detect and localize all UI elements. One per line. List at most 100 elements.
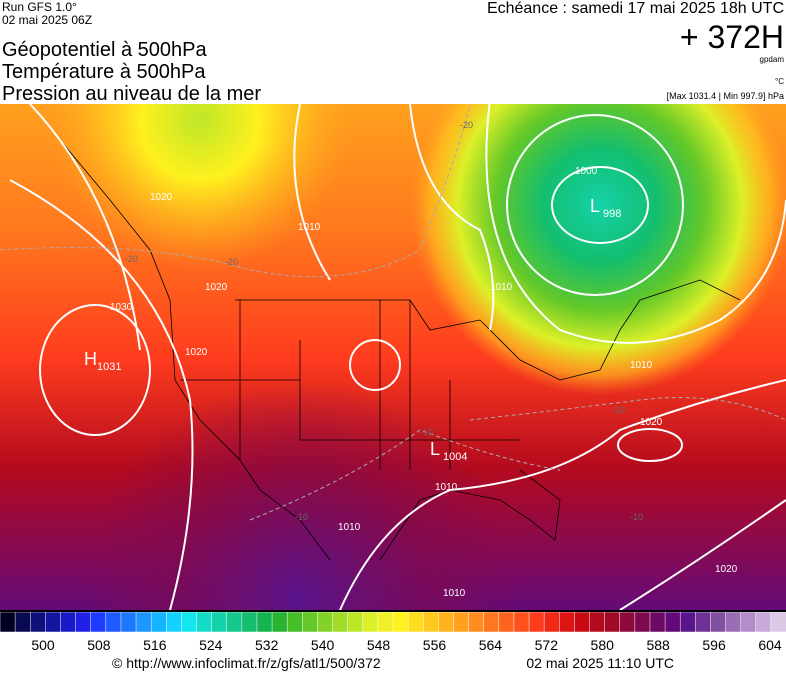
colorbar-tick-label: 556	[423, 637, 447, 653]
isotherm-label: -20	[225, 257, 238, 267]
colorbar-swatch	[90, 611, 107, 633]
colorbar-tick-label: 572	[535, 637, 559, 653]
colorbar-swatch	[664, 611, 681, 633]
isobars	[9, 104, 786, 610]
colorbar-swatch	[75, 611, 92, 633]
isotherm-label: -10	[420, 427, 433, 437]
colorbar-swatch	[498, 611, 515, 633]
colorbar-swatch	[438, 611, 455, 633]
colorbar-swatch	[377, 611, 394, 633]
colorbar-tick-label: 564	[479, 637, 503, 653]
colorbar-swatch	[770, 611, 786, 633]
borders	[59, 139, 741, 561]
isotherm-label: -20	[460, 120, 473, 130]
isotherm-label: -20	[125, 254, 138, 264]
colorbar-swatch	[634, 611, 651, 633]
run-date: 02 mai 2025 06Z	[2, 13, 92, 27]
isobar-label: 1020	[185, 347, 208, 358]
isobar-label: 1010	[490, 282, 513, 293]
pressure-center-value: 998	[603, 208, 621, 220]
colorbar-tick-label: 500	[31, 637, 55, 653]
colorbar-swatch	[286, 611, 304, 633]
title: Pression au niveau de la mer	[2, 83, 261, 105]
colorbar-swatch	[559, 611, 576, 633]
colorbar-swatch	[166, 611, 183, 633]
colorbar-tick-label: 524	[199, 637, 223, 653]
source-url: © http://www.infoclimat.fr/z/gfs/atl1/50…	[112, 655, 381, 671]
isotherm-label: -20	[612, 405, 625, 415]
colorbar-swatch	[528, 611, 545, 633]
colorbar-swatch	[755, 611, 772, 633]
colorbar-swatch	[468, 611, 485, 633]
colorbar-tick-label: 588	[646, 637, 670, 653]
colorbar-swatch	[649, 611, 666, 633]
colorbar-swatch	[574, 611, 591, 633]
colorbar-swatch	[241, 611, 258, 633]
colorbar-swatch	[422, 611, 440, 633]
colorbar-swatch	[196, 611, 213, 633]
pressure-center-value: 1004	[443, 451, 467, 463]
unit-geo: gpdam	[760, 55, 785, 64]
colorbar-swatch	[725, 611, 742, 633]
pressure-center-symbol: L	[590, 196, 600, 216]
isobar-label: 1010	[338, 522, 361, 533]
generated-time: 02 mai 2025 11:10 UTC	[526, 655, 674, 671]
colorbar-swatch	[302, 611, 319, 633]
colorbar-tick-label: 604	[758, 637, 782, 653]
colorbar-tick-label: 580	[591, 637, 615, 653]
isobar-label: 1010	[630, 360, 653, 371]
isobar-label: 1010	[435, 482, 458, 493]
isobar-label: 1010	[298, 222, 321, 233]
isobar-label: 1010	[443, 588, 466, 599]
run-label: Run GFS 1.0°	[2, 0, 77, 14]
colorbar-tick-label: 532	[255, 637, 279, 653]
pressure-center-value: 1031	[97, 361, 121, 373]
title: Température à 500hPa	[2, 61, 206, 83]
colorbar-swatch	[14, 611, 31, 633]
colorbar-swatch	[392, 611, 409, 633]
colorbar-swatch	[710, 611, 727, 633]
colorbar-swatch	[695, 611, 712, 633]
colorbar-swatch	[45, 611, 62, 633]
unit-temp: °C	[775, 77, 784, 86]
colorbar-swatch	[29, 611, 47, 633]
pressure-center-symbol: H	[84, 349, 97, 369]
colorbar-swatch	[105, 611, 122, 633]
isotherm-label: -10	[295, 512, 308, 522]
isotherm-label: -10	[630, 512, 643, 522]
colorbar-swatch	[211, 611, 228, 633]
forecast-time: Echéance : samedi 17 mai 2025 18h UTC	[487, 0, 784, 17]
title: Géopotentiel à 500hPa	[2, 39, 207, 61]
colorbar-swatch	[150, 611, 168, 633]
colorbar-swatch	[181, 611, 198, 633]
colorbar-swatch	[362, 611, 379, 633]
colorbar-swatch	[589, 611, 606, 633]
colorbar-swatch	[135, 611, 152, 633]
colorbar-swatch	[226, 611, 243, 633]
colorbar-swatch	[513, 611, 530, 633]
colorbar-swatch	[0, 611, 16, 633]
colorbar-swatch	[679, 611, 697, 633]
colorbar-swatch	[120, 611, 137, 633]
colorbar-tick-label: 548	[367, 637, 391, 653]
isotherms	[0, 104, 786, 521]
colorbar-swatch	[271, 611, 288, 633]
colorbar-swatch	[256, 611, 273, 633]
lead-time: + 372H	[680, 19, 784, 55]
isobar-label: 1020	[715, 564, 738, 575]
colorbar-tick-label: 596	[702, 637, 726, 653]
colorbar-swatch	[60, 611, 77, 633]
colorbar-swatch	[740, 611, 757, 633]
colorbar: 500 508 516 524 532 540 548 556 564 572 580 588 596 6…	[0, 611, 786, 653]
colorbar-swatch	[332, 611, 349, 633]
map-area	[0, 104, 786, 610]
colorbar-tick-label: 540	[311, 637, 335, 653]
isobar-label: 1000	[575, 166, 598, 177]
colorbar-swatch	[483, 611, 500, 633]
pressure-range: [Max 1031.4 | Min 997.9] hPa	[667, 91, 784, 101]
colorbar-swatch	[453, 611, 470, 633]
colorbar-swatch	[619, 611, 636, 633]
isobar-label: 1020	[640, 417, 663, 428]
isobar-label: 1020	[205, 282, 228, 293]
